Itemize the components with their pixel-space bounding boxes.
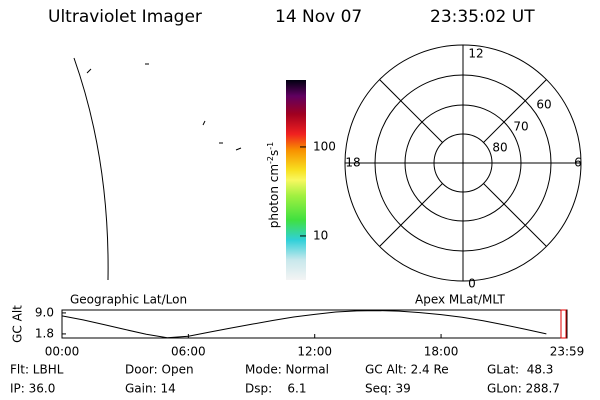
colorbar-tick-label: 100 <box>313 139 336 153</box>
colorbar-tick-label: 10 <box>313 228 328 242</box>
lat-label: 60 <box>536 98 551 112</box>
info-field: IP: 36.0 <box>10 382 55 396</box>
specks <box>86 63 242 151</box>
x-tick-label: 23:59 <box>550 345 585 359</box>
altitude-line <box>61 310 547 339</box>
left-label: Geographic Lat/Lon <box>70 293 187 307</box>
mlt-label: 0 <box>468 277 476 291</box>
y-tick-label: 1.8 <box>35 326 54 340</box>
info-field: Gain: 14 <box>125 382 176 396</box>
date: 14 Nov 07 <box>275 7 362 27</box>
y-axis-label: GC Alt <box>11 305 25 343</box>
info-field: Door: Open <box>125 363 194 377</box>
mlt-label: 18 <box>345 156 360 170</box>
info-field: Flt: LBHL <box>10 363 64 377</box>
info-field: Dsp: 6.1 <box>245 382 307 396</box>
info-field: Mode: Normal <box>245 363 329 377</box>
mlt-label: 6 <box>574 156 582 170</box>
y-tick-label: 9.0 <box>35 305 54 319</box>
limb <box>73 57 109 281</box>
time-marker <box>560 309 567 339</box>
x-tick-label: 18:00 <box>424 345 459 359</box>
x-tick-label: 00:00 <box>45 345 80 359</box>
title: Ultraviolet Imager <box>48 7 202 27</box>
mlt-label: 12 <box>468 47 483 61</box>
info-field: GLon: 288.7 <box>487 382 560 396</box>
info-field: GLat: 48.3 <box>487 363 553 377</box>
colorbar-label: photon cm-2s-1 <box>266 142 281 229</box>
info-field: Seq: 39 <box>365 382 411 396</box>
lat-label: 80 <box>492 141 507 155</box>
time: 23:35:02 UT <box>430 7 535 27</box>
info-field: GC Alt: 2.4 Re <box>365 363 449 377</box>
x-tick-label: 06:00 <box>171 345 206 359</box>
polar-grid <box>344 44 582 282</box>
lat-label: 70 <box>513 120 528 134</box>
right-label: Apex MLat/MLT <box>415 293 505 307</box>
x-tick-label: 12:00 <box>297 345 332 359</box>
colorbar <box>286 80 306 280</box>
